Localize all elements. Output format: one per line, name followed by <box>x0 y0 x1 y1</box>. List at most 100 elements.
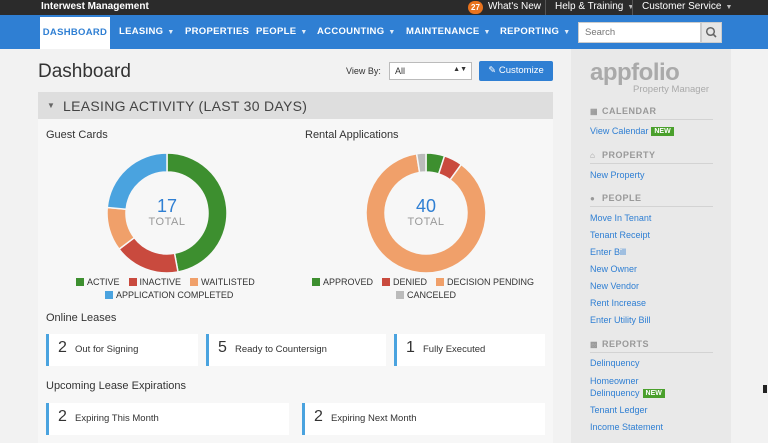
whats-new-link[interactable]: What's New <box>488 1 542 12</box>
calendar-icon: ▦ <box>590 107 599 116</box>
tab-label: DASHBOARD <box>42 27 108 38</box>
new-vendor-link[interactable]: New Vendor <box>590 281 640 291</box>
help-training-label: Help & Training <box>555 1 624 12</box>
tenant-ledger-link[interactable]: Tenant Ledger <box>590 405 648 415</box>
tab-label: PROPERTIES <box>185 26 250 37</box>
notification-count-badge[interactable]: 27 <box>468 1 483 14</box>
legend-swatch <box>105 291 113 299</box>
expiring-this-month-card[interactable]: 2 Expiring This Month <box>46 403 289 435</box>
legend-label: WAITLISTED <box>201 277 255 287</box>
tab-maintenance[interactable]: MAINTENANCE ▼ <box>406 15 491 49</box>
section-label: CALENDAR <box>602 106 657 116</box>
reports-heading: ▩ REPORTS <box>590 339 649 349</box>
move-in-tenant-link[interactable]: Move In Tenant <box>590 213 652 223</box>
guest-cards-total-label: TOTAL <box>148 216 186 228</box>
ready-to-countersign-card[interactable]: 5 Ready to Countersign <box>206 334 386 366</box>
delinquency-link[interactable]: Delinquency <box>590 358 640 368</box>
tab-label: LEASING <box>119 26 164 37</box>
tab-accounting[interactable]: ACCOUNTING ▼ <box>317 15 396 49</box>
new-property-link[interactable]: New Property <box>590 170 645 180</box>
new-owner-link[interactable]: New Owner <box>590 264 638 274</box>
out-for-signing-card[interactable]: 2 Out for Signing <box>46 334 198 366</box>
card-label: Out for Signing <box>75 344 139 355</box>
expiring-next-month-card[interactable]: 2 Expiring Next Month <box>302 403 545 435</box>
tab-label: MAINTENANCE <box>406 26 480 37</box>
guest-cards-title: Guest Cards <box>46 129 108 141</box>
enter-bill-link[interactable]: Enter Bill <box>590 247 627 257</box>
search-icon <box>705 26 717 38</box>
tab-reporting[interactable]: REPORTING ▼ <box>500 15 570 49</box>
view-by-label: View By: <box>346 66 381 76</box>
section-label: PROPERTY <box>602 150 656 160</box>
search-button[interactable] <box>701 22 722 43</box>
view-calendar-link[interactable]: View Calendar NEW <box>590 126 674 136</box>
people-icon: ● <box>590 194 596 203</box>
customer-service-menu[interactable]: Customer Service ▼ <box>642 1 732 12</box>
tenant-receipt-link[interactable]: Tenant Receipt <box>590 230 651 240</box>
property-heading: ⌂ PROPERTY <box>590 150 656 160</box>
legend-item: INACTIVE <box>128 277 181 287</box>
new-badge: NEW <box>642 389 665 398</box>
divider <box>545 0 546 15</box>
homeowner-delinquency-link-line1[interactable]: Homeowner <box>590 376 639 386</box>
card-count: 2 <box>58 339 67 356</box>
tab-label: REPORTING <box>500 26 560 37</box>
chevron-down-icon: ▼ <box>483 29 491 36</box>
company-name: Interwest Management <box>41 1 149 12</box>
legend-item: DECISION PENDING <box>436 277 534 287</box>
online-leases-title: Online Leases <box>46 312 117 324</box>
calendar-heading: ▦ CALENDAR <box>590 106 657 116</box>
rent-increase-link[interactable]: Rent Increase <box>590 298 647 308</box>
legend-label: DENIED <box>393 277 428 287</box>
rental-applications-total-label: TOTAL <box>407 216 445 228</box>
rental-applications-legend: APPROVED DENIED DECISION PENDING <box>312 277 543 287</box>
donut-slice-canceled[interactable] <box>415 152 427 174</box>
view-by-select[interactable]: All ▲▼ <box>389 62 472 80</box>
people-heading: ● PEOPLE <box>590 193 642 203</box>
guest-cards-donut-chart <box>106 152 228 274</box>
guest-cards-total-value: 17 <box>156 196 178 216</box>
search-input[interactable] <box>578 22 701 43</box>
donut-slice-active[interactable] <box>166 152 228 273</box>
tab-leasing[interactable]: LEASING ▼ <box>119 15 175 49</box>
income-statement-link[interactable]: Income Statement <box>590 422 664 432</box>
fully-executed-card[interactable]: 1 Fully Executed <box>394 334 545 366</box>
help-training-menu[interactable]: Help & Training ▼ <box>555 1 634 12</box>
legend-swatch <box>76 278 84 286</box>
bar-chart-icon: ▩ <box>590 340 599 349</box>
tab-label: PEOPLE <box>256 26 297 37</box>
legend-label: CANCELED <box>407 290 457 300</box>
panel-title: LEASING ACTIVITY (LAST 30 DAYS) <box>63 98 308 114</box>
tab-dashboard[interactable]: DASHBOARD <box>40 17 110 49</box>
card-label: Ready to Countersign <box>235 344 327 355</box>
legend-item: CANCELED <box>396 290 456 300</box>
rental-applications-total-value: 40 <box>415 196 437 216</box>
legend-label: ACTIVE <box>87 277 120 287</box>
tab-properties[interactable]: PROPERTIES <box>185 15 249 49</box>
rental-applications-title: Rental Applications <box>305 129 399 141</box>
divider <box>632 0 633 15</box>
card-label: Fully Executed <box>423 344 486 355</box>
chevron-down-icon: ▼ <box>725 4 733 11</box>
collapse-triangle-icon[interactable]: ▼ <box>47 101 55 110</box>
link-label: Delinquency <box>590 388 640 398</box>
leasing-activity-panel: ▼ LEASING ACTIVITY (LAST 30 DAYS) Guest … <box>38 92 553 443</box>
guest-cards-legend: ACTIVE INACTIVE WAITLISTED <box>76 277 264 287</box>
legend-swatch <box>436 278 445 286</box>
donut-slice-application-completed[interactable] <box>106 152 168 211</box>
guest-cards-total: 17 TOTAL <box>135 196 199 228</box>
customize-button[interactable]: ✎ Customize <box>479 61 553 81</box>
legend-swatch <box>312 278 320 286</box>
tab-people[interactable]: PEOPLE ▼ <box>256 15 308 49</box>
legend-swatch <box>128 278 137 286</box>
homeowner-delinquency-link-line2[interactable]: Delinquency NEW <box>590 388 665 398</box>
panel-header[interactable]: ▼ LEASING ACTIVITY (LAST 30 DAYS) <box>38 92 553 119</box>
legend-swatch <box>190 278 199 286</box>
legend-item: DENIED <box>382 277 427 287</box>
card-label: Expiring Next Month <box>331 413 417 424</box>
card-count: 2 <box>58 408 67 425</box>
donut-slice-decision-pending[interactable] <box>365 152 487 274</box>
chevron-down-icon: ▼ <box>300 29 308 36</box>
rental-applications-donut-chart <box>365 152 487 274</box>
enter-utility-bill-link[interactable]: Enter Utility Bill <box>590 315 651 325</box>
